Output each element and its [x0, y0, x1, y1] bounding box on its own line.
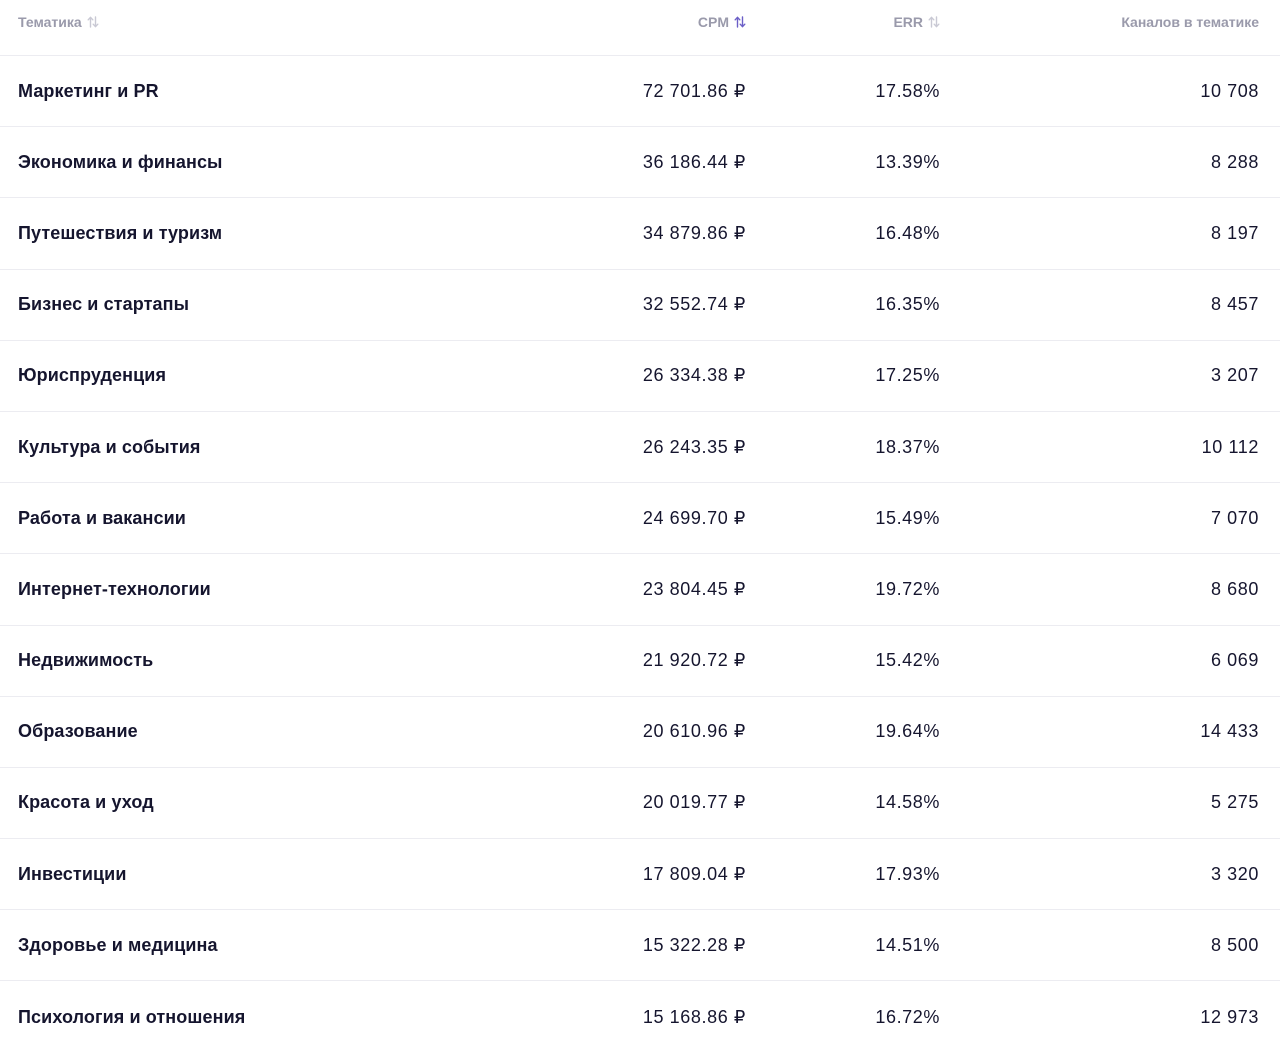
table-header: Тематика CPM ERR Каналов в тематике	[0, 0, 1280, 56]
cpm-cell: 32 552.74 ₽	[642, 294, 746, 315]
sort-arrows-icon[interactable]	[87, 15, 99, 29]
table-row[interactable]: Интернет-технологии 23 804.45 ₽ 19.72% 8 68…	[0, 554, 1280, 626]
table-body: Маркетинг и PR 72 701.86 ₽ 17.58% 10 708 Эко…	[0, 56, 1280, 1053]
topic-cell: Путешествия и туризм	[18, 222, 223, 243]
column-header-channels: Каналов в тематике	[1121, 0, 1259, 44]
cpm-cell: 26 334.38 ₽	[642, 365, 746, 386]
err-cell: 15.49%	[875, 507, 940, 528]
err-cell: 16.35%	[875, 294, 940, 315]
topic-cell: Инвестиции	[18, 863, 127, 884]
table-row[interactable]: Инвестиции 17 809.04 ₽ 17.93% 3 320	[0, 839, 1280, 911]
cpm-cell: 15 168.86 ₽	[642, 1006, 746, 1027]
channels-cell: 7 070	[1210, 507, 1259, 528]
topic-cell: Здоровье и медицина	[18, 934, 218, 955]
sort-arrows-icon[interactable]	[928, 15, 940, 29]
err-cell: 16.48%	[875, 222, 940, 243]
column-header-cpm[interactable]: CPM	[698, 0, 746, 44]
topic-cell: Маркетинг и PR	[18, 80, 159, 101]
column-header-channels-label: Каналов в тематике	[1121, 14, 1259, 30]
cpm-cell: 20 019.77 ₽	[642, 792, 746, 813]
column-header-topic-label: Тематика	[18, 14, 82, 30]
channels-cell: 3 207	[1210, 365, 1259, 386]
cpm-cell: 24 699.70 ₽	[642, 507, 746, 528]
err-cell: 19.64%	[875, 721, 940, 742]
column-header-cpm-label: CPM	[697, 14, 729, 30]
column-header-err-label: ERR	[893, 14, 923, 30]
cpm-cell: 17 809.04 ₽	[642, 863, 746, 884]
err-cell: 15.42%	[875, 650, 940, 671]
column-header-err[interactable]: ERR	[893, 0, 940, 44]
table-row[interactable]: Образование 20 610.96 ₽ 19.64% 14 433	[0, 697, 1280, 768]
cpm-cell: 20 610.96 ₽	[642, 721, 746, 742]
err-cell: 14.51%	[875, 934, 940, 955]
cpm-cell: 36 186.44 ₽	[642, 151, 746, 172]
cpm-cell: 21 920.72 ₽	[642, 650, 746, 671]
err-cell: 14.58%	[875, 792, 940, 813]
topic-cell: Психология и отношения	[18, 1006, 246, 1027]
topic-cell: Недвижимость	[18, 650, 154, 671]
channels-cell: 12 973	[1200, 1006, 1259, 1027]
topic-cell: Юриспруденция	[18, 365, 167, 386]
channels-cell: 3 320	[1210, 863, 1259, 884]
table-row[interactable]: Путешествия и туризм 34 879.86 ₽ 16.48% 8 1…	[0, 198, 1280, 270]
table-row[interactable]: Культура и события 26 243.35 ₽ 18.37% 10 11…	[0, 412, 1280, 484]
table-row[interactable]: Маркетинг и PR 72 701.86 ₽ 17.58% 10 708	[0, 56, 1280, 128]
topic-cell: Работа и вакансии	[18, 507, 186, 528]
table-row[interactable]: Здоровье и медицина 15 322.28 ₽ 14.51% 8 50…	[0, 910, 1280, 982]
err-cell: 18.37%	[875, 436, 940, 457]
table-row[interactable]: Красота и уход 20 019.77 ₽ 14.58% 5 275	[0, 768, 1280, 840]
channels-cell: 8 197	[1210, 222, 1259, 243]
err-cell: 17.58%	[875, 80, 940, 101]
column-header-topic[interactable]: Тематика	[18, 0, 99, 44]
channels-cell: 8 500	[1210, 934, 1259, 955]
sort-arrows-icon[interactable]	[734, 15, 746, 29]
channels-cell: 10 708	[1200, 80, 1259, 101]
table-row[interactable]: Экономика и финансы 36 186.44 ₽ 13.39% 8 28…	[0, 127, 1280, 199]
table-row[interactable]: Юриспруденция 26 334.38 ₽ 17.25% 3 207	[0, 341, 1280, 412]
channels-cell: 10 112	[1201, 436, 1259, 457]
channels-cell: 14 433	[1200, 721, 1259, 742]
table-row[interactable]: Психология и отношения 15 168.86 ₽ 16.72% 1…	[0, 981, 1280, 1052]
table-row[interactable]: Бизнес и стартапы 32 552.74 ₽ 16.35% 8 457	[0, 270, 1280, 341]
topic-cell: Красота и уход	[18, 792, 154, 813]
topic-cell: Экономика и финансы	[18, 151, 223, 172]
cpm-cell: 34 879.86 ₽	[642, 222, 746, 243]
table-row[interactable]: Недвижимость 21 920.72 ₽ 15.42% 6 069	[0, 626, 1280, 697]
channels-cell: 8 457	[1210, 294, 1259, 315]
topic-cell: Культура и события	[18, 436, 201, 457]
err-cell: 19.72%	[875, 578, 940, 599]
channels-cell: 8 680	[1210, 578, 1259, 599]
cpm-cell: 72 701.86 ₽	[642, 80, 746, 101]
err-cell: 13.39%	[875, 151, 940, 172]
channels-cell: 5 275	[1210, 792, 1259, 813]
err-cell: 16.72%	[875, 1006, 940, 1027]
err-cell: 17.25%	[875, 365, 940, 386]
topic-cell: Интернет-технологии	[18, 578, 211, 599]
topic-cell: Образование	[18, 721, 138, 742]
cpm-cell: 15 322.28 ₽	[642, 934, 746, 955]
topic-cell: Бизнес и стартапы	[18, 294, 190, 315]
cpm-cell: 23 804.45 ₽	[642, 578, 746, 599]
channels-cell: 6 069	[1210, 650, 1259, 671]
table-row[interactable]: Работа и вакансии 24 699.70 ₽ 15.49% 7 070	[0, 483, 1280, 555]
err-cell: 17.93%	[875, 863, 940, 884]
channels-cell: 8 288	[1210, 151, 1259, 172]
cpm-cell: 26 243.35 ₽	[642, 436, 746, 457]
